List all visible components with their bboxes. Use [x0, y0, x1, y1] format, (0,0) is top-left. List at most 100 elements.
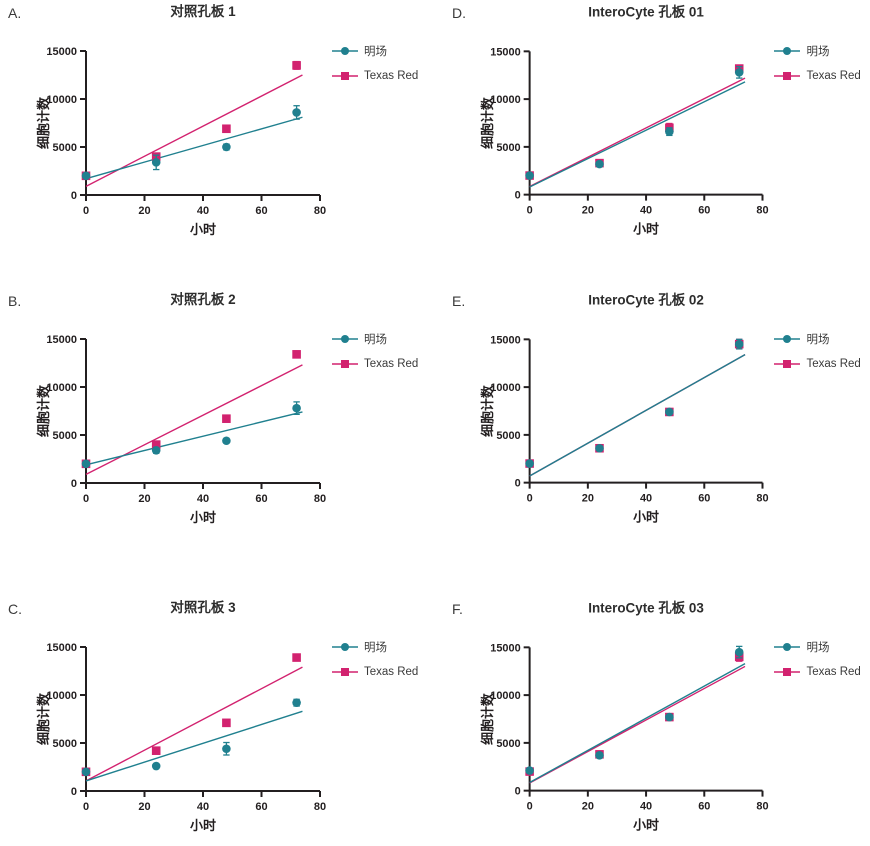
- plot-对照孔板 3: 对照孔板 3 0 5000 10000 15000 0 20 40 60 80 小时 细胞计数: [36, 599, 326, 833]
- legend-label: Texas Red: [364, 358, 419, 370]
- legend: 明场 Texas Red: [774, 43, 870, 84]
- legend-square-icon: [783, 72, 792, 80]
- y-tick-label: 0: [515, 786, 521, 798]
- panel-b: B. 对照孔板 2 0 5000 10000 15000 0 20 40 60 80 小时 细胞计数 明场…: [0, 288, 435, 596]
- panel-letter: A.: [8, 5, 22, 21]
- legend-marker-icon: [774, 668, 801, 676]
- legend-label: 明场: [806, 46, 830, 58]
- marker-square-Texas Red: [222, 718, 231, 728]
- legend-item-明场: 明场: [332, 639, 428, 655]
- legend-label: 明场: [364, 46, 387, 58]
- x-axis-label: 小时: [633, 221, 659, 236]
- x-tick-label: 0: [527, 205, 533, 217]
- y-tick-label: 15000: [46, 46, 77, 58]
- legend-square-icon: [341, 72, 349, 80]
- x-tick-label: 20: [582, 493, 594, 505]
- legend-marker-icon: [332, 47, 358, 55]
- panel-a: A. 对照孔板 1 0 5000 10000 15000 0 20 40 60 80 小时 细胞计数 明场…: [0, 0, 435, 288]
- legend: 明场 Texas Red: [332, 639, 428, 680]
- legend-marker-icon: [332, 643, 358, 651]
- y-tick-label: 10000: [490, 382, 520, 394]
- legend-item-明场: 明场: [774, 331, 870, 347]
- x-tick-label: 60: [255, 493, 267, 505]
- legend-marker-icon: [332, 360, 358, 368]
- chart-area: InteroCyte 孔板 01 0 5000 10000 15000 0 20 40 60 80…: [452, 0, 870, 244]
- legend-square-icon: [783, 668, 792, 676]
- legend-label: Texas Red: [364, 666, 419, 678]
- legend-label: Texas Red: [806, 358, 861, 370]
- legend-label: Texas Red: [806, 70, 861, 82]
- marker-circle-明场: [151, 446, 161, 455]
- marker-square-Texas Red: [222, 124, 231, 134]
- x-tick-label: 20: [582, 205, 594, 217]
- chart-title: InteroCyte 孔板 01: [588, 4, 704, 20]
- chart-title: InteroCyte 孔板 03: [588, 600, 704, 616]
- x-tick-label: 60: [698, 493, 710, 505]
- marker-circle-明场: [292, 698, 301, 707]
- plot-InteroCyte 孔板 03: InteroCyte 孔板 03 0 5000 10000 15000 0 20 40 60 80…: [480, 600, 769, 833]
- trend-line-明场: [529, 662, 746, 784]
- plot-InteroCyte 孔板 02: InteroCyte 孔板 02 0 5000 10000 15000 0 20 40 60 80…: [480, 292, 769, 525]
- legend-label: Texas Red: [364, 70, 419, 82]
- marker-circle-明场: [222, 436, 231, 446]
- plot-InteroCyte 孔板 01: InteroCyte 孔板 01 0 5000 10000 15000 0 20 40 60 80…: [480, 4, 769, 237]
- x-tick-label: 20: [138, 205, 150, 217]
- marker-square-Texas Red: [222, 414, 231, 423]
- panel-letter: E.: [452, 293, 466, 309]
- marker-circle-明场: [665, 127, 674, 136]
- legend-marker-icon: [332, 668, 358, 676]
- x-tick-label: 0: [527, 801, 533, 813]
- x-tick-label: 40: [640, 801, 652, 813]
- legend-item-Texas Red: Texas Red: [774, 356, 870, 372]
- y-tick-label: 5000: [53, 430, 77, 442]
- axes: [85, 51, 320, 196]
- marker-circle-明场: [292, 108, 301, 117]
- x-tick-label: 0: [527, 493, 533, 505]
- legend-square-icon: [341, 668, 349, 676]
- x-tick-label: 40: [197, 205, 209, 217]
- chart-area: 对照孔板 1 0 5000 10000 15000 0 20 40 60 80 小时 细胞计数 明场 Te…: [8, 0, 435, 244]
- marker-circle-明场: [81, 171, 91, 181]
- marker-square-Texas Red: [292, 350, 301, 359]
- x-tick-label: 20: [138, 801, 150, 813]
- chart-title: 对照孔板 2: [170, 291, 235, 307]
- marker-circle-明场: [81, 459, 91, 469]
- panel-f: F. InteroCyte 孔板 03 0 5000 10000 15000 0 20 40 60…: [435, 596, 870, 846]
- marker-circle-明场: [525, 171, 534, 180]
- legend: 明场 Texas Red: [774, 331, 870, 372]
- y-tick-label: 5000: [496, 430, 520, 442]
- legend-label: 明场: [806, 334, 830, 346]
- panel-d: D. InteroCyte 孔板 01 0 5000 10000 15000 0 20 40 60…: [435, 0, 870, 288]
- legend-item-Texas Red: Texas Red: [332, 68, 428, 84]
- x-axis-label: 小时: [190, 510, 216, 525]
- chart-title: InteroCyte 孔板 02: [588, 292, 704, 308]
- marker-circle-明场: [222, 744, 231, 754]
- y-axis-label: 细胞计数: [480, 693, 495, 745]
- trend-line-明场: [529, 354, 746, 477]
- y-tick-label: 10000: [490, 690, 520, 702]
- y-tick-label: 10000: [46, 690, 77, 702]
- legend-circle-icon: [341, 47, 349, 55]
- x-tick-label: 80: [756, 801, 768, 813]
- panel-letter: D.: [452, 5, 466, 21]
- x-tick-label: 40: [197, 801, 209, 813]
- marker-circle-明场: [734, 68, 744, 77]
- y-tick-label: 15000: [490, 642, 520, 654]
- panel-letter: C.: [8, 601, 22, 617]
- legend-circle-icon: [783, 335, 792, 343]
- x-tick-label: 0: [83, 205, 89, 217]
- trend-line-Texas Red: [529, 665, 746, 784]
- trend-line-明场: [85, 710, 303, 782]
- y-tick-label: 5000: [496, 738, 520, 750]
- y-tick-label: 5000: [53, 142, 77, 154]
- x-tick-label: 80: [756, 205, 768, 217]
- chart-title: 对照孔板 1: [170, 3, 236, 19]
- panel-e: E. InteroCyte 孔板 02 0 5000 10000 15000 0 20 40 60…: [435, 288, 870, 596]
- legend-circle-icon: [783, 47, 792, 55]
- marker-circle-明场: [81, 767, 91, 777]
- chart-area: InteroCyte 孔板 03 0 5000 10000 15000 0 20 40 60 80…: [452, 596, 870, 840]
- trend-line-明场: [85, 411, 303, 466]
- y-tick-label: 0: [515, 478, 521, 490]
- plot-对照孔板 1: 对照孔板 1 0 5000 10000 15000 0 20 40 60 80 小时 细胞计数: [36, 3, 326, 237]
